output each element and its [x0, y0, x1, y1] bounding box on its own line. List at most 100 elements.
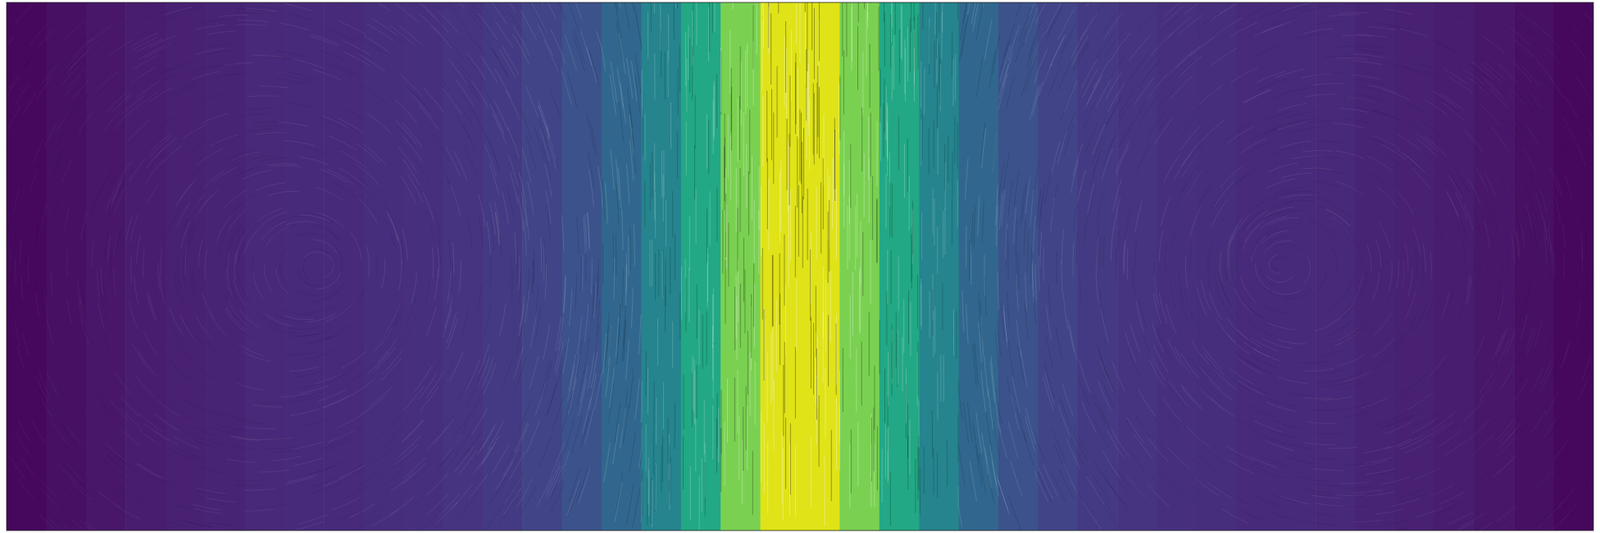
streak	[466, 56, 486, 84]
streak	[558, 450, 570, 484]
streak	[76, 403, 92, 425]
streak	[857, 26, 859, 91]
streak	[852, 271, 854, 336]
streak	[354, 513, 382, 529]
streak	[401, 419, 423, 442]
streak	[400, 74, 423, 97]
streak	[395, 4, 420, 24]
streak	[103, 279, 108, 307]
streak	[1497, 295, 1504, 323]
streak	[898, 116, 900, 171]
streak	[322, 281, 346, 300]
streak	[908, 290, 910, 345]
streak	[640, 381, 642, 423]
streak	[488, 2, 508, 25]
streak	[1533, 223, 1537, 250]
streak	[1500, 118, 1518, 141]
streak	[976, 56, 983, 97]
heatmap-cell	[720, 2, 761, 531]
streak	[1220, 166, 1243, 188]
streak	[677, 131, 678, 179]
streak	[147, 292, 156, 320]
streak	[104, 482, 127, 500]
streak	[540, 2, 557, 19]
streak	[1063, 110, 1076, 144]
streak	[659, 4, 661, 51]
streak	[957, 180, 959, 228]
streak	[658, 249, 660, 296]
streak	[1430, 251, 1432, 281]
streak	[1318, 206, 1346, 222]
streak	[767, 350, 769, 423]
streak	[1429, 40, 1456, 53]
heatmap-cell	[45, 2, 87, 531]
streak	[1097, 380, 1111, 411]
streak	[1209, 4, 1237, 21]
streak	[280, 22, 310, 31]
streak	[1013, 206, 1016, 244]
streak	[1381, 343, 1403, 364]
streak	[520, 9, 537, 41]
streak	[663, 381, 664, 429]
streak	[863, 152, 865, 217]
streak	[1247, 140, 1275, 155]
streak	[1186, 426, 1210, 447]
streak	[626, 483, 634, 524]
streak	[1181, 353, 1200, 379]
streak	[31, 55, 48, 78]
streak	[756, 2, 758, 55]
streak	[946, 439, 948, 487]
streak	[535, 284, 539, 319]
streak	[800, 112, 802, 184]
streak	[472, 109, 488, 140]
streak	[663, 249, 664, 296]
streak	[1393, 404, 1419, 420]
streak	[1334, 331, 1360, 346]
streak	[1464, 129, 1483, 152]
streak	[786, 118, 788, 191]
streak	[65, 21, 86, 40]
streak	[1270, 16, 1300, 27]
streak	[572, 354, 580, 391]
streak	[350, 377, 376, 396]
streak	[322, 394, 351, 407]
streak	[1009, 495, 1022, 531]
streak	[1384, 422, 1411, 434]
streak	[825, 279, 827, 351]
streak	[1076, 231, 1078, 267]
streak	[1052, 181, 1059, 216]
streak	[873, 442, 875, 507]
streak	[1368, 356, 1393, 373]
streak	[981, 201, 984, 243]
streak	[139, 429, 163, 446]
streak	[1043, 463, 1058, 496]
streak	[240, 113, 270, 117]
streak	[662, 435, 664, 482]
streak	[172, 336, 191, 360]
streak	[1282, 2, 1313, 11]
streak	[489, 163, 500, 195]
streak	[1545, 392, 1559, 415]
streak	[737, 98, 739, 163]
streak	[987, 388, 993, 429]
streak	[813, 93, 815, 165]
streak	[169, 307, 182, 334]
streak	[1060, 22, 1077, 53]
streak	[238, 20, 269, 23]
streak	[1336, 181, 1364, 196]
streak	[679, 45, 681, 92]
streak	[749, 109, 750, 174]
streak	[287, 351, 319, 355]
streak	[299, 269, 322, 287]
streak	[877, 426, 878, 491]
streak	[1277, 122, 1308, 130]
streak	[1274, 187, 1305, 195]
streak	[1261, 230, 1289, 244]
streak	[1032, 28, 1047, 64]
streak	[1375, 239, 1382, 269]
streak	[644, 113, 646, 161]
streak	[1199, 177, 1217, 203]
streak	[1230, 68, 1258, 83]
streak	[1085, 122, 1098, 154]
streak	[1581, 9, 1594, 30]
